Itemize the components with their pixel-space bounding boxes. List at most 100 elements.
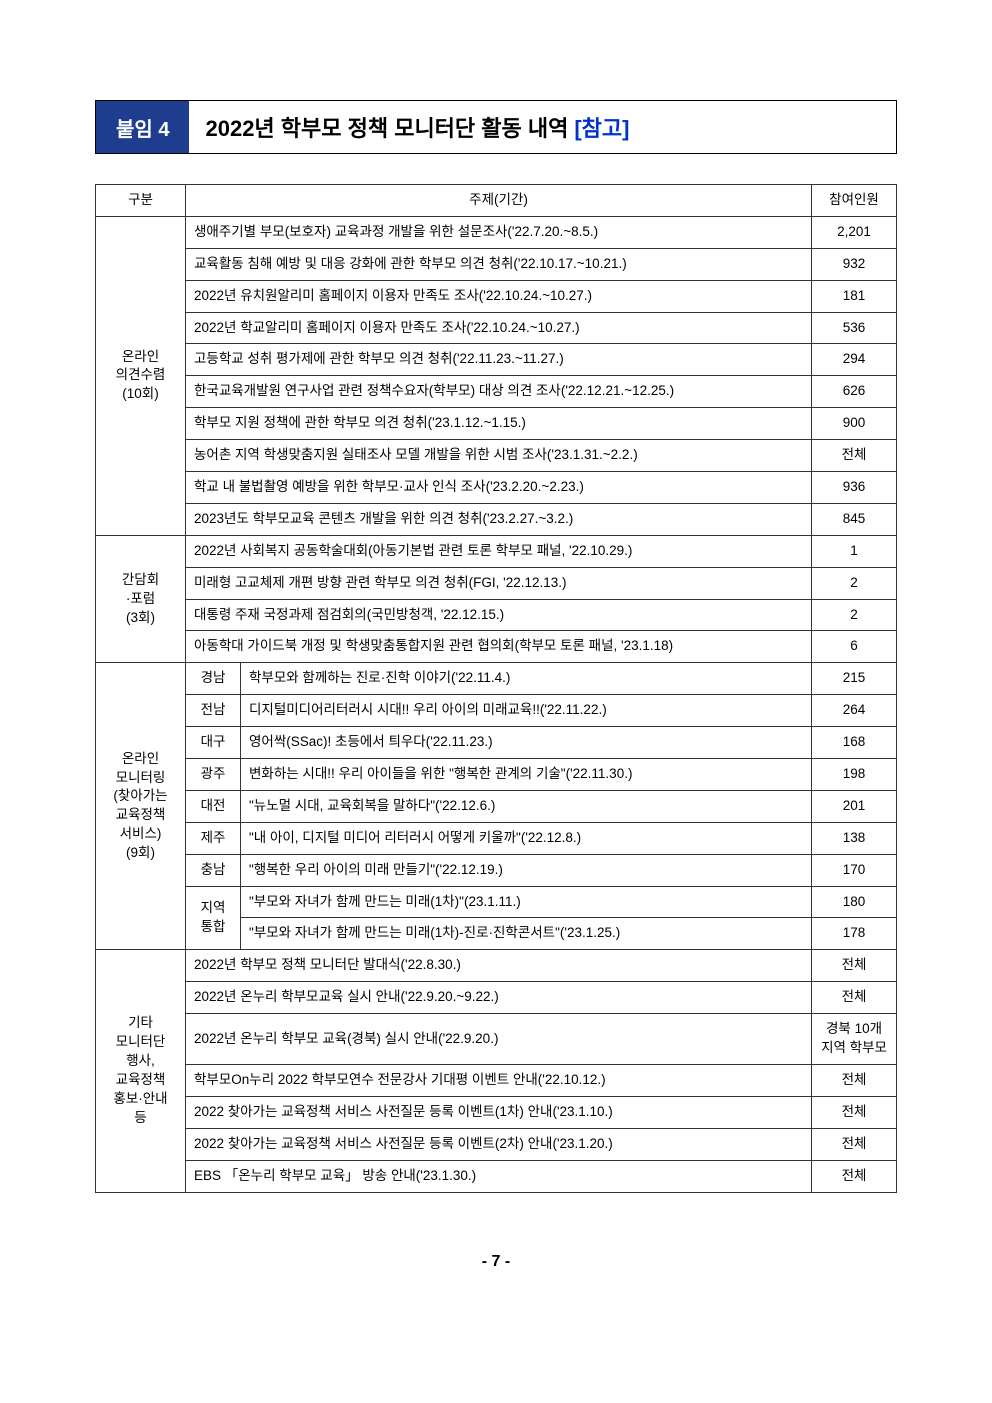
table-row: 간담회·포럼(3회)2022년 사회복지 공동학술대회(아동기본법 관련 토론 … [96, 535, 897, 567]
topic-cell: "부모와 자녀가 함께 만드는 미래(1차)"(23.1.11.) [241, 886, 812, 918]
count-cell: 215 [812, 663, 897, 695]
count-cell: 201 [812, 790, 897, 822]
region-cell: 제주 [186, 822, 241, 854]
table-row: 기타모니터단행사,교육정책홍보·안내등2022년 학부모 정책 모니터단 발대식… [96, 950, 897, 982]
count-cell: 전체 [812, 950, 897, 982]
table-row: 2022 찾아가는 교육정책 서비스 사전질문 등록 이벤트(2차) 안내('2… [96, 1128, 897, 1160]
table-row: 학교 내 불법촬영 예방을 위한 학부모·교사 인식 조사('23.2.20.~… [96, 472, 897, 504]
count-cell: 170 [812, 854, 897, 886]
title-row: 붙임 4 2022년 학부모 정책 모니터단 활동 내역 [참고] [95, 100, 897, 154]
topic-cell: 변화하는 시대!! 우리 아이들을 위한 "행복한 관계의 기술"('22.11… [241, 759, 812, 791]
topic-cell: 2022년 유치원알리미 홈페이지 이용자 만족도 조사('22.10.24.~… [186, 280, 812, 312]
table-row: 미래형 고교체제 개편 방향 관련 학부모 의견 청취(FGI, '22.12.… [96, 567, 897, 599]
topic-cell: "내 아이, 디지털 미디어 리터러시 어떻게 키울까"('22.12.8.) [241, 822, 812, 854]
table-row: 2022 찾아가는 교육정책 서비스 사전질문 등록 이벤트(1차) 안내('2… [96, 1096, 897, 1128]
category-cell: 간담회·포럼(3회) [96, 535, 186, 663]
table-row: 대통령 주재 국정과제 점검회의(국민방청객, '22.12.15.)2 [96, 599, 897, 631]
table-row: 2022년 온누리 학부모교육 실시 안내('22.9.20.~9.22.)전체 [96, 982, 897, 1014]
table-row: 제주"내 아이, 디지털 미디어 리터러시 어떻게 키울까"('22.12.8.… [96, 822, 897, 854]
table-row: 학부모 지원 정책에 관한 학부모 의견 청취('23.1.12.~1.15.)… [96, 408, 897, 440]
topic-cell: 2023년도 학부모교육 콘텐츠 개발을 위한 의견 청취('23.2.27.~… [186, 503, 812, 535]
topic-cell: 학부모와 함께하는 진로·진학 이야기('22.11.4.) [241, 663, 812, 695]
table-row: 2022년 온누리 학부모 교육(경북) 실시 안내('22.9.20.)경북 … [96, 1014, 897, 1065]
region-cell: 대전 [186, 790, 241, 822]
count-cell: 전체 [812, 1128, 897, 1160]
count-cell: 2,201 [812, 216, 897, 248]
table-row: 한국교육개발원 연구사업 관련 정책수요자(학부모) 대상 의견 조사('22.… [96, 376, 897, 408]
count-cell: 900 [812, 408, 897, 440]
topic-cell: 학교 내 불법촬영 예방을 위한 학부모·교사 인식 조사('23.2.20.~… [186, 472, 812, 504]
count-cell: 181 [812, 280, 897, 312]
count-cell: 전체 [812, 1160, 897, 1192]
topic-cell: 아동학대 가이드북 개정 및 학생맞춤통합지원 관련 협의회(학부모 토론 패널… [186, 631, 812, 663]
topic-cell: 대통령 주재 국정과제 점검회의(국민방청객, '22.12.15.) [186, 599, 812, 631]
table-row: 농어촌 지역 학생맞춤지원 실태조사 모델 개발을 위한 시범 조사('23.1… [96, 440, 897, 472]
category-cell: 온라인의견수렴(10회) [96, 216, 186, 535]
count-cell: 845 [812, 503, 897, 535]
topic-cell: 영어싹(SSac)! 초등에서 틔우다('22.11.23.) [241, 727, 812, 759]
topic-cell: 디지털미디어리터러시 시대!! 우리 아이의 미래교육!!('22.11.22.… [241, 695, 812, 727]
table-header-row: 구분 주제(기간) 참여인원 [96, 185, 897, 217]
count-cell: 536 [812, 312, 897, 344]
topic-cell: 교육활동 침해 예방 및 대응 강화에 관한 학부모 의견 청취('22.10.… [186, 248, 812, 280]
topic-cell: 고등학교 성취 평가제에 관한 학부모 의견 청취('22.11.23.~11.… [186, 344, 812, 376]
region-cell: 경남 [186, 663, 241, 695]
table-row: 2022년 유치원알리미 홈페이지 이용자 만족도 조사('22.10.24.~… [96, 280, 897, 312]
topic-cell: 2022년 온누리 학부모 교육(경북) 실시 안내('22.9.20.) [186, 1014, 812, 1065]
count-cell: 936 [812, 472, 897, 504]
count-cell: 932 [812, 248, 897, 280]
count-cell: 경북 10개지역 학부모 [812, 1014, 897, 1065]
count-cell: 264 [812, 695, 897, 727]
topic-cell: 한국교육개발원 연구사업 관련 정책수요자(학부모) 대상 의견 조사('22.… [186, 376, 812, 408]
count-cell: 6 [812, 631, 897, 663]
table-row: 충남"행복한 우리 아이의 미래 만들기"('22.12.19.)170 [96, 854, 897, 886]
count-cell: 전체 [812, 1064, 897, 1096]
topic-cell: EBS 「온누리 학부모 교육」 방송 안내('23.1.30.) [186, 1160, 812, 1192]
count-cell: 180 [812, 886, 897, 918]
header-count: 참여인원 [812, 185, 897, 217]
region-cell: 지역통합 [186, 886, 241, 950]
category-cell: 기타모니터단행사,교육정책홍보·안내등 [96, 950, 186, 1192]
table-row: EBS 「온누리 학부모 교육」 방송 안내('23.1.30.)전체 [96, 1160, 897, 1192]
header-topic: 주제(기간) [186, 185, 812, 217]
region-cell: 광주 [186, 759, 241, 791]
topic-cell: 학부모 지원 정책에 관한 학부모 의견 청취('23.1.12.~1.15.) [186, 408, 812, 440]
count-cell: 198 [812, 759, 897, 791]
count-cell: 168 [812, 727, 897, 759]
topic-cell: 미래형 고교체제 개편 방향 관련 학부모 의견 청취(FGI, '22.12.… [186, 567, 812, 599]
topic-cell: "행복한 우리 아이의 미래 만들기"('22.12.19.) [241, 854, 812, 886]
category-cell: 온라인모니터링(찾아가는교육정책서비스)(9회) [96, 663, 186, 950]
topic-cell: 2022년 사회복지 공동학술대회(아동기본법 관련 토론 학부모 패널, '2… [186, 535, 812, 567]
table-row: 아동학대 가이드북 개정 및 학생맞춤통합지원 관련 협의회(학부모 토론 패널… [96, 631, 897, 663]
region-cell: 대구 [186, 727, 241, 759]
topic-cell: 생애주기별 부모(보호자) 교육과정 개발을 위한 설문조사('22.7.20.… [186, 216, 812, 248]
count-cell: 2 [812, 567, 897, 599]
count-cell: 전체 [812, 1096, 897, 1128]
table-row: 학부모On누리 2022 학부모연수 전문강사 기대평 이벤트 안내('22.1… [96, 1064, 897, 1096]
table-row: 전남디지털미디어리터러시 시대!! 우리 아이의 미래교육!!('22.11.2… [96, 695, 897, 727]
topic-cell: "뉴노멀 시대, 교육회복을 말하다"('22.12.6.) [241, 790, 812, 822]
topic-cell: 농어촌 지역 학생맞춤지원 실태조사 모델 개발을 위한 시범 조사('23.1… [186, 440, 812, 472]
title-main: 2022년 학부모 정책 모니터단 활동 내역 [205, 111, 568, 143]
topic-cell: 2022년 학교알리미 홈페이지 이용자 만족도 조사('22.10.24.~1… [186, 312, 812, 344]
table-row: 광주변화하는 시대!! 우리 아이들을 위한 "행복한 관계의 기술"('22.… [96, 759, 897, 791]
count-cell: 1 [812, 535, 897, 567]
topic-cell: "부모와 자녀가 함께 만드는 미래(1차)-진로·진학콘서트"('23.1.2… [241, 918, 812, 950]
title-badge: 붙임 4 [96, 101, 189, 153]
count-cell: 138 [812, 822, 897, 854]
activity-table: 구분 주제(기간) 참여인원 온라인의견수렴(10회)생애주기별 부모(보호자)… [95, 184, 897, 1193]
topic-cell: 2022년 온누리 학부모교육 실시 안내('22.9.20.~9.22.) [186, 982, 812, 1014]
table-row: 2022년 학교알리미 홈페이지 이용자 만족도 조사('22.10.24.~1… [96, 312, 897, 344]
table-row: 교육활동 침해 예방 및 대응 강화에 관한 학부모 의견 청취('22.10.… [96, 248, 897, 280]
table-row: 온라인의견수렴(10회)생애주기별 부모(보호자) 교육과정 개발을 위한 설문… [96, 216, 897, 248]
topic-cell: 2022 찾아가는 교육정책 서비스 사전질문 등록 이벤트(1차) 안내('2… [186, 1096, 812, 1128]
table-row: 온라인모니터링(찾아가는교육정책서비스)(9회)경남학부모와 함께하는 진로·진… [96, 663, 897, 695]
table-row: 2023년도 학부모교육 콘텐츠 개발을 위한 의견 청취('23.2.27.~… [96, 503, 897, 535]
count-cell: 전체 [812, 982, 897, 1014]
region-cell: 충남 [186, 854, 241, 886]
count-cell: 294 [812, 344, 897, 376]
table-row: 대전"뉴노멀 시대, 교육회복을 말하다"('22.12.6.)201 [96, 790, 897, 822]
count-cell: 전체 [812, 440, 897, 472]
topic-cell: 2022년 학부모 정책 모니터단 발대식('22.8.30.) [186, 950, 812, 982]
topic-cell: 2022 찾아가는 교육정책 서비스 사전질문 등록 이벤트(2차) 안내('2… [186, 1128, 812, 1160]
